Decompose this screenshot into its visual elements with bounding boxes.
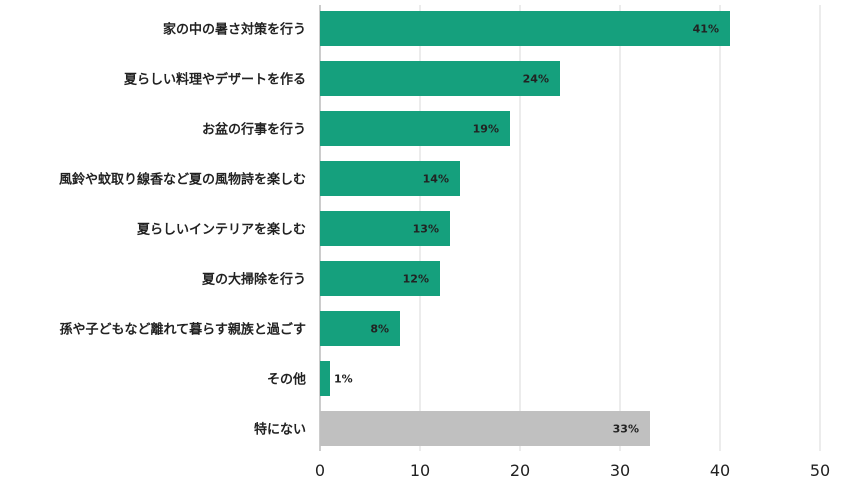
- x-tick-label: 50: [810, 461, 830, 480]
- data-label: 33%: [613, 423, 639, 436]
- value-labels: 41% 24% 19% 14% 13% 12% 8% 1% 33%: [334, 23, 719, 436]
- x-axis-ticks: 0 10 20 30 40 50: [315, 461, 830, 480]
- category-labels: 家の中の暑さ対策を行う夏らしい料理やデザートを作るお盆の行事を行う風鈴や蚊取り線…: [59, 22, 306, 438]
- bar: [320, 311, 400, 346]
- bar: [320, 261, 440, 296]
- data-label: 14%: [423, 173, 449, 186]
- bar: [320, 161, 460, 196]
- category-label: その他: [267, 372, 306, 388]
- x-tick-label: 30: [610, 461, 630, 480]
- data-label: 8%: [370, 323, 389, 336]
- bar: [320, 361, 330, 396]
- bar: [320, 61, 560, 96]
- bars: [320, 11, 730, 446]
- x-tick-label: 10: [410, 461, 430, 480]
- category-label: 孫や子どもなど離れて暮らす親族と過ごす: [60, 322, 306, 338]
- x-tick-label: 20: [510, 461, 530, 480]
- data-label: 13%: [413, 223, 439, 236]
- bar: [320, 211, 450, 246]
- bar: [320, 11, 730, 46]
- category-label: 家の中の暑さ対策を行う: [163, 22, 306, 38]
- bar: [320, 111, 510, 146]
- category-label: 夏の大掃除を行う: [201, 272, 306, 288]
- category-label: 特にない: [254, 422, 306, 438]
- bar: [320, 411, 650, 446]
- data-label: 41%: [693, 23, 719, 36]
- category-label: お盆の行事を行う: [202, 122, 306, 138]
- category-label: 風鈴や蚊取り線香など夏の風物詩を楽しむ: [59, 172, 306, 188]
- data-label: 12%: [403, 273, 429, 286]
- data-label: 19%: [473, 123, 499, 136]
- data-label: 1%: [334, 373, 353, 386]
- x-tick-label: 40: [710, 461, 730, 480]
- category-label: 夏らしいインテリアを楽しむ: [136, 222, 306, 238]
- x-tick-label: 0: [315, 461, 325, 480]
- data-label: 24%: [523, 73, 549, 86]
- category-label: 夏らしい料理やデザートを作る: [123, 72, 306, 88]
